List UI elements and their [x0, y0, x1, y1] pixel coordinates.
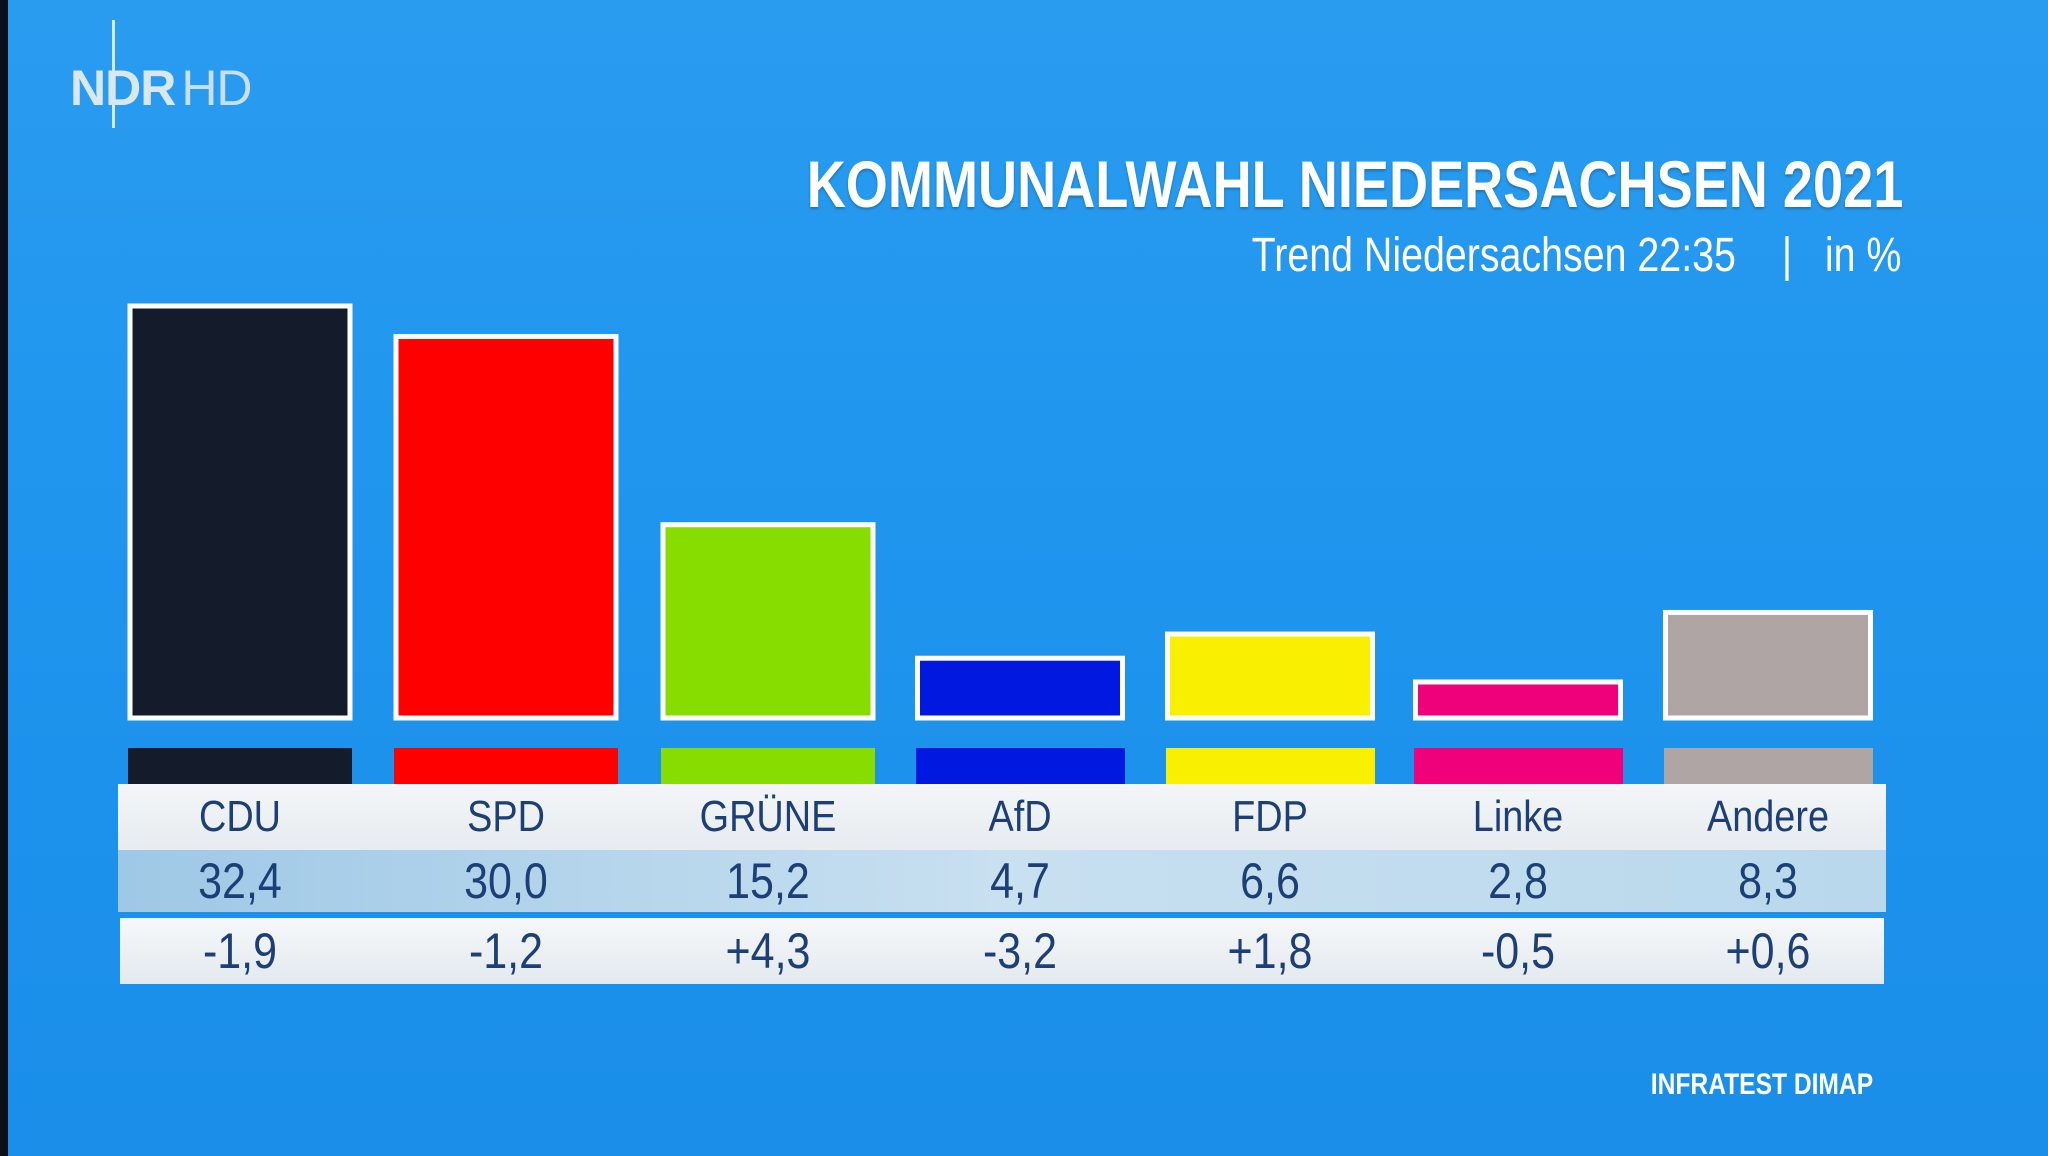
- result-value-row: [118, 850, 1886, 912]
- chart-title: KOMMUNALWAHL NIEDERSACHSEN 2021: [806, 147, 1903, 221]
- party-label-fdp: FDP: [1232, 792, 1308, 841]
- party-name-row: [118, 784, 1886, 852]
- legend-swatch-linke: [1413, 748, 1623, 784]
- legend-swatch-andere: [1663, 748, 1873, 784]
- change-label-linke: -0,5: [1480, 923, 1556, 979]
- value-label-afd: 4,7: [990, 853, 1050, 909]
- source-credit: INFRATEST DIMAP: [1650, 1068, 1873, 1101]
- legend-swatch-fdp: [1165, 748, 1375, 784]
- party-label-afd: AfD: [988, 792, 1052, 841]
- legend-swatch-cdu: [128, 748, 352, 784]
- value-label-cdu: 32,4: [198, 853, 282, 909]
- change-label-fdp: +1,8: [1227, 923, 1313, 979]
- party-label-cdu: CDU: [199, 792, 281, 841]
- change-label-spd: -1,2: [468, 923, 544, 979]
- bar-chart: [127, 303, 1873, 721]
- change-label-grüne: +4,3: [725, 923, 811, 979]
- bar-fdp: [1165, 631, 1375, 721]
- party-label-grüne: GRÜNE: [699, 792, 837, 841]
- party-label-andere: Andere: [1706, 792, 1830, 841]
- ndr-hd-logo: NDR HD: [70, 58, 253, 118]
- legend-swatch-spd: [394, 748, 618, 784]
- bar-andere: [1663, 609, 1873, 721]
- change-label-afd: -3,2: [982, 923, 1058, 979]
- bar-afd: [915, 655, 1125, 721]
- value-label-andere: 8,3: [1738, 853, 1798, 909]
- party-label-linke: Linke: [1472, 792, 1564, 841]
- value-label-linke: 2,8: [1488, 853, 1548, 909]
- bar-grüne: [660, 522, 876, 721]
- legend-swatch-afd: [915, 748, 1125, 784]
- change-label-andere: +0,6: [1725, 923, 1811, 979]
- logo-divider: [112, 20, 115, 128]
- subtitle-unit: in %: [1824, 229, 1901, 282]
- bar-cdu: [127, 303, 353, 721]
- value-label-spd: 30,0: [464, 853, 548, 909]
- logo-suffix: HD: [181, 60, 252, 116]
- tv-screen: NDR HD KOMMUNALWAHL NIEDERSACHSEN 2021 Tr…: [8, 0, 2048, 1156]
- results-table: CDU 32,4 -1,9 SPD 30,0 -1,2 GRÜNE 15,2 +4,3 AfD 4,…: [118, 748, 1886, 992]
- value-label-fdp: 6,6: [1240, 853, 1300, 909]
- subtitle-trend: Trend Niedersachsen 22:35: [1251, 229, 1736, 282]
- legend-swatch-grüne: [661, 748, 875, 784]
- change-label-cdu: -1,9: [202, 923, 278, 979]
- chart-subtitle: Trend Niedersachsen 22:35 | in %: [1251, 228, 1901, 283]
- bar-linke: [1413, 679, 1623, 721]
- bar-spd: [393, 334, 619, 721]
- party-label-spd: SPD: [467, 792, 545, 841]
- value-label-grüne: 15,2: [726, 853, 810, 909]
- subtitle-separator: |: [1781, 229, 1792, 282]
- logo-main: NDR: [70, 60, 176, 116]
- change-row: [120, 918, 1884, 984]
